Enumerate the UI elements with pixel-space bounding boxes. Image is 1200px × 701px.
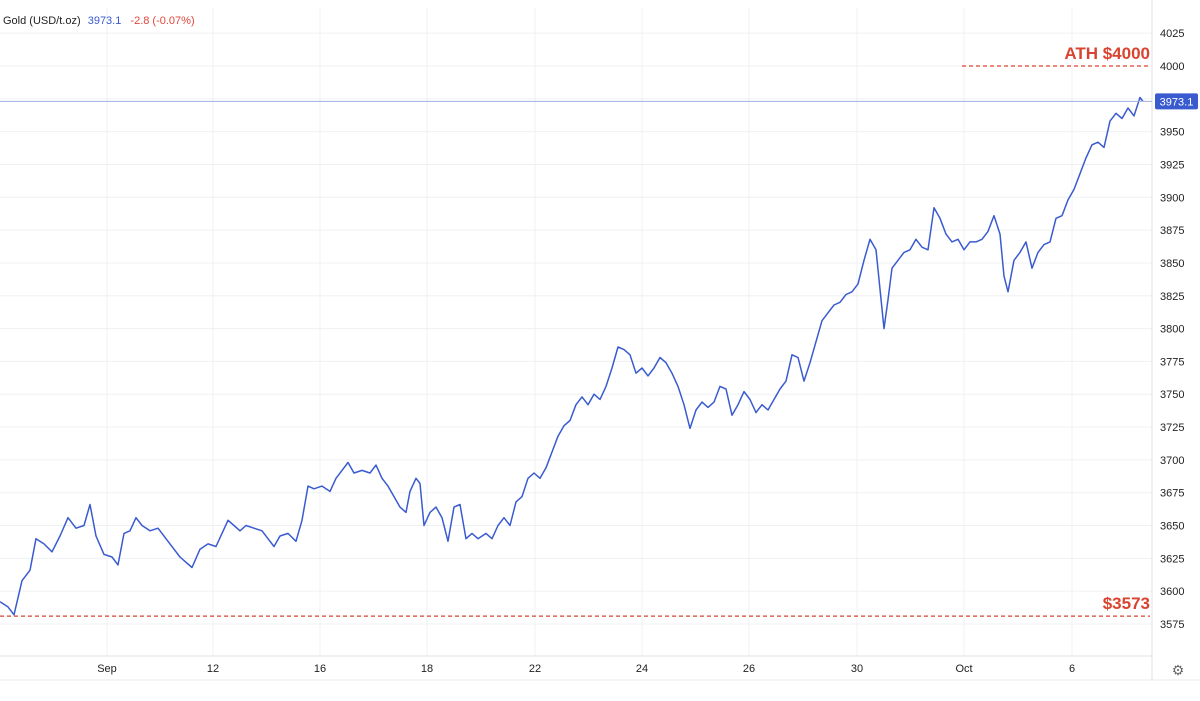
low-label: $3573 bbox=[1103, 594, 1150, 613]
x-tick-label: Oct bbox=[955, 663, 972, 675]
price-series[interactable] bbox=[0, 96, 1144, 616]
y-tick-label: 3950 bbox=[1160, 127, 1184, 139]
price-line bbox=[0, 96, 1144, 616]
y-tick-label: 3650 bbox=[1160, 521, 1184, 533]
x-tick-label: 16 bbox=[314, 663, 326, 675]
x-tick-label: 12 bbox=[207, 663, 219, 675]
y-tick-label: 3625 bbox=[1160, 553, 1184, 565]
y-tick-label: 3725 bbox=[1160, 422, 1184, 434]
y-tick-label: 3675 bbox=[1160, 488, 1184, 500]
y-tick-label: 3850 bbox=[1160, 258, 1184, 270]
y-tick-label: 4000 bbox=[1160, 61, 1184, 73]
y-axis: 3575 3600 3625 3650 3675 3700 3725 3750 3775 3800… bbox=[1160, 28, 1184, 631]
legend-last-price: 3973.1 bbox=[87, 15, 122, 27]
x-axis: Sep 12 16 18 22 24 26 30 Oct 6 bbox=[97, 663, 1075, 675]
y-tick-label: 3750 bbox=[1160, 389, 1184, 401]
x-tick-label: Sep bbox=[97, 663, 117, 675]
x-tick-label: 18 bbox=[421, 663, 433, 675]
y-tick-label: 3575 bbox=[1160, 619, 1184, 631]
grid-lines bbox=[0, 0, 1200, 681]
y-tick-label: 3600 bbox=[1160, 586, 1184, 598]
x-tick-label: 22 bbox=[529, 663, 541, 675]
x-tick-label: 24 bbox=[636, 663, 648, 675]
gear-icon[interactable]: ⚙ bbox=[1171, 662, 1185, 678]
legend-symbol: Gold (USD/t.oz) bbox=[3, 15, 81, 27]
last-price-marker: 3973.1 bbox=[0, 93, 1198, 110]
y-tick-label: 4025 bbox=[1160, 28, 1184, 40]
y-tick-label: 3825 bbox=[1160, 291, 1184, 303]
last-price-badge bbox=[1155, 93, 1198, 110]
x-tick-label: 6 bbox=[1069, 663, 1075, 675]
reference-lines bbox=[0, 65, 1150, 617]
x-tick-label: 26 bbox=[743, 663, 755, 675]
last-price-badge-label: 3973.1 bbox=[1160, 96, 1194, 108]
x-tick-label: 30 bbox=[851, 663, 863, 675]
y-tick-label: 3775 bbox=[1160, 356, 1184, 368]
legend-change: -2.8 (-0.07%) bbox=[130, 15, 195, 27]
ath-label: ATH $4000 bbox=[1064, 44, 1150, 63]
y-tick-label: 3900 bbox=[1160, 192, 1184, 204]
chart-legend: Gold (USD/t.oz) 3973.1 -2.8 (-0.07%) bbox=[3, 15, 195, 27]
annotations: ATH $4000 $3573 bbox=[1064, 44, 1150, 613]
y-tick-label: 3800 bbox=[1160, 324, 1184, 336]
y-tick-label: 3700 bbox=[1160, 455, 1184, 467]
y-tick-label: 3925 bbox=[1160, 159, 1184, 171]
y-tick-label: 3875 bbox=[1160, 225, 1184, 237]
